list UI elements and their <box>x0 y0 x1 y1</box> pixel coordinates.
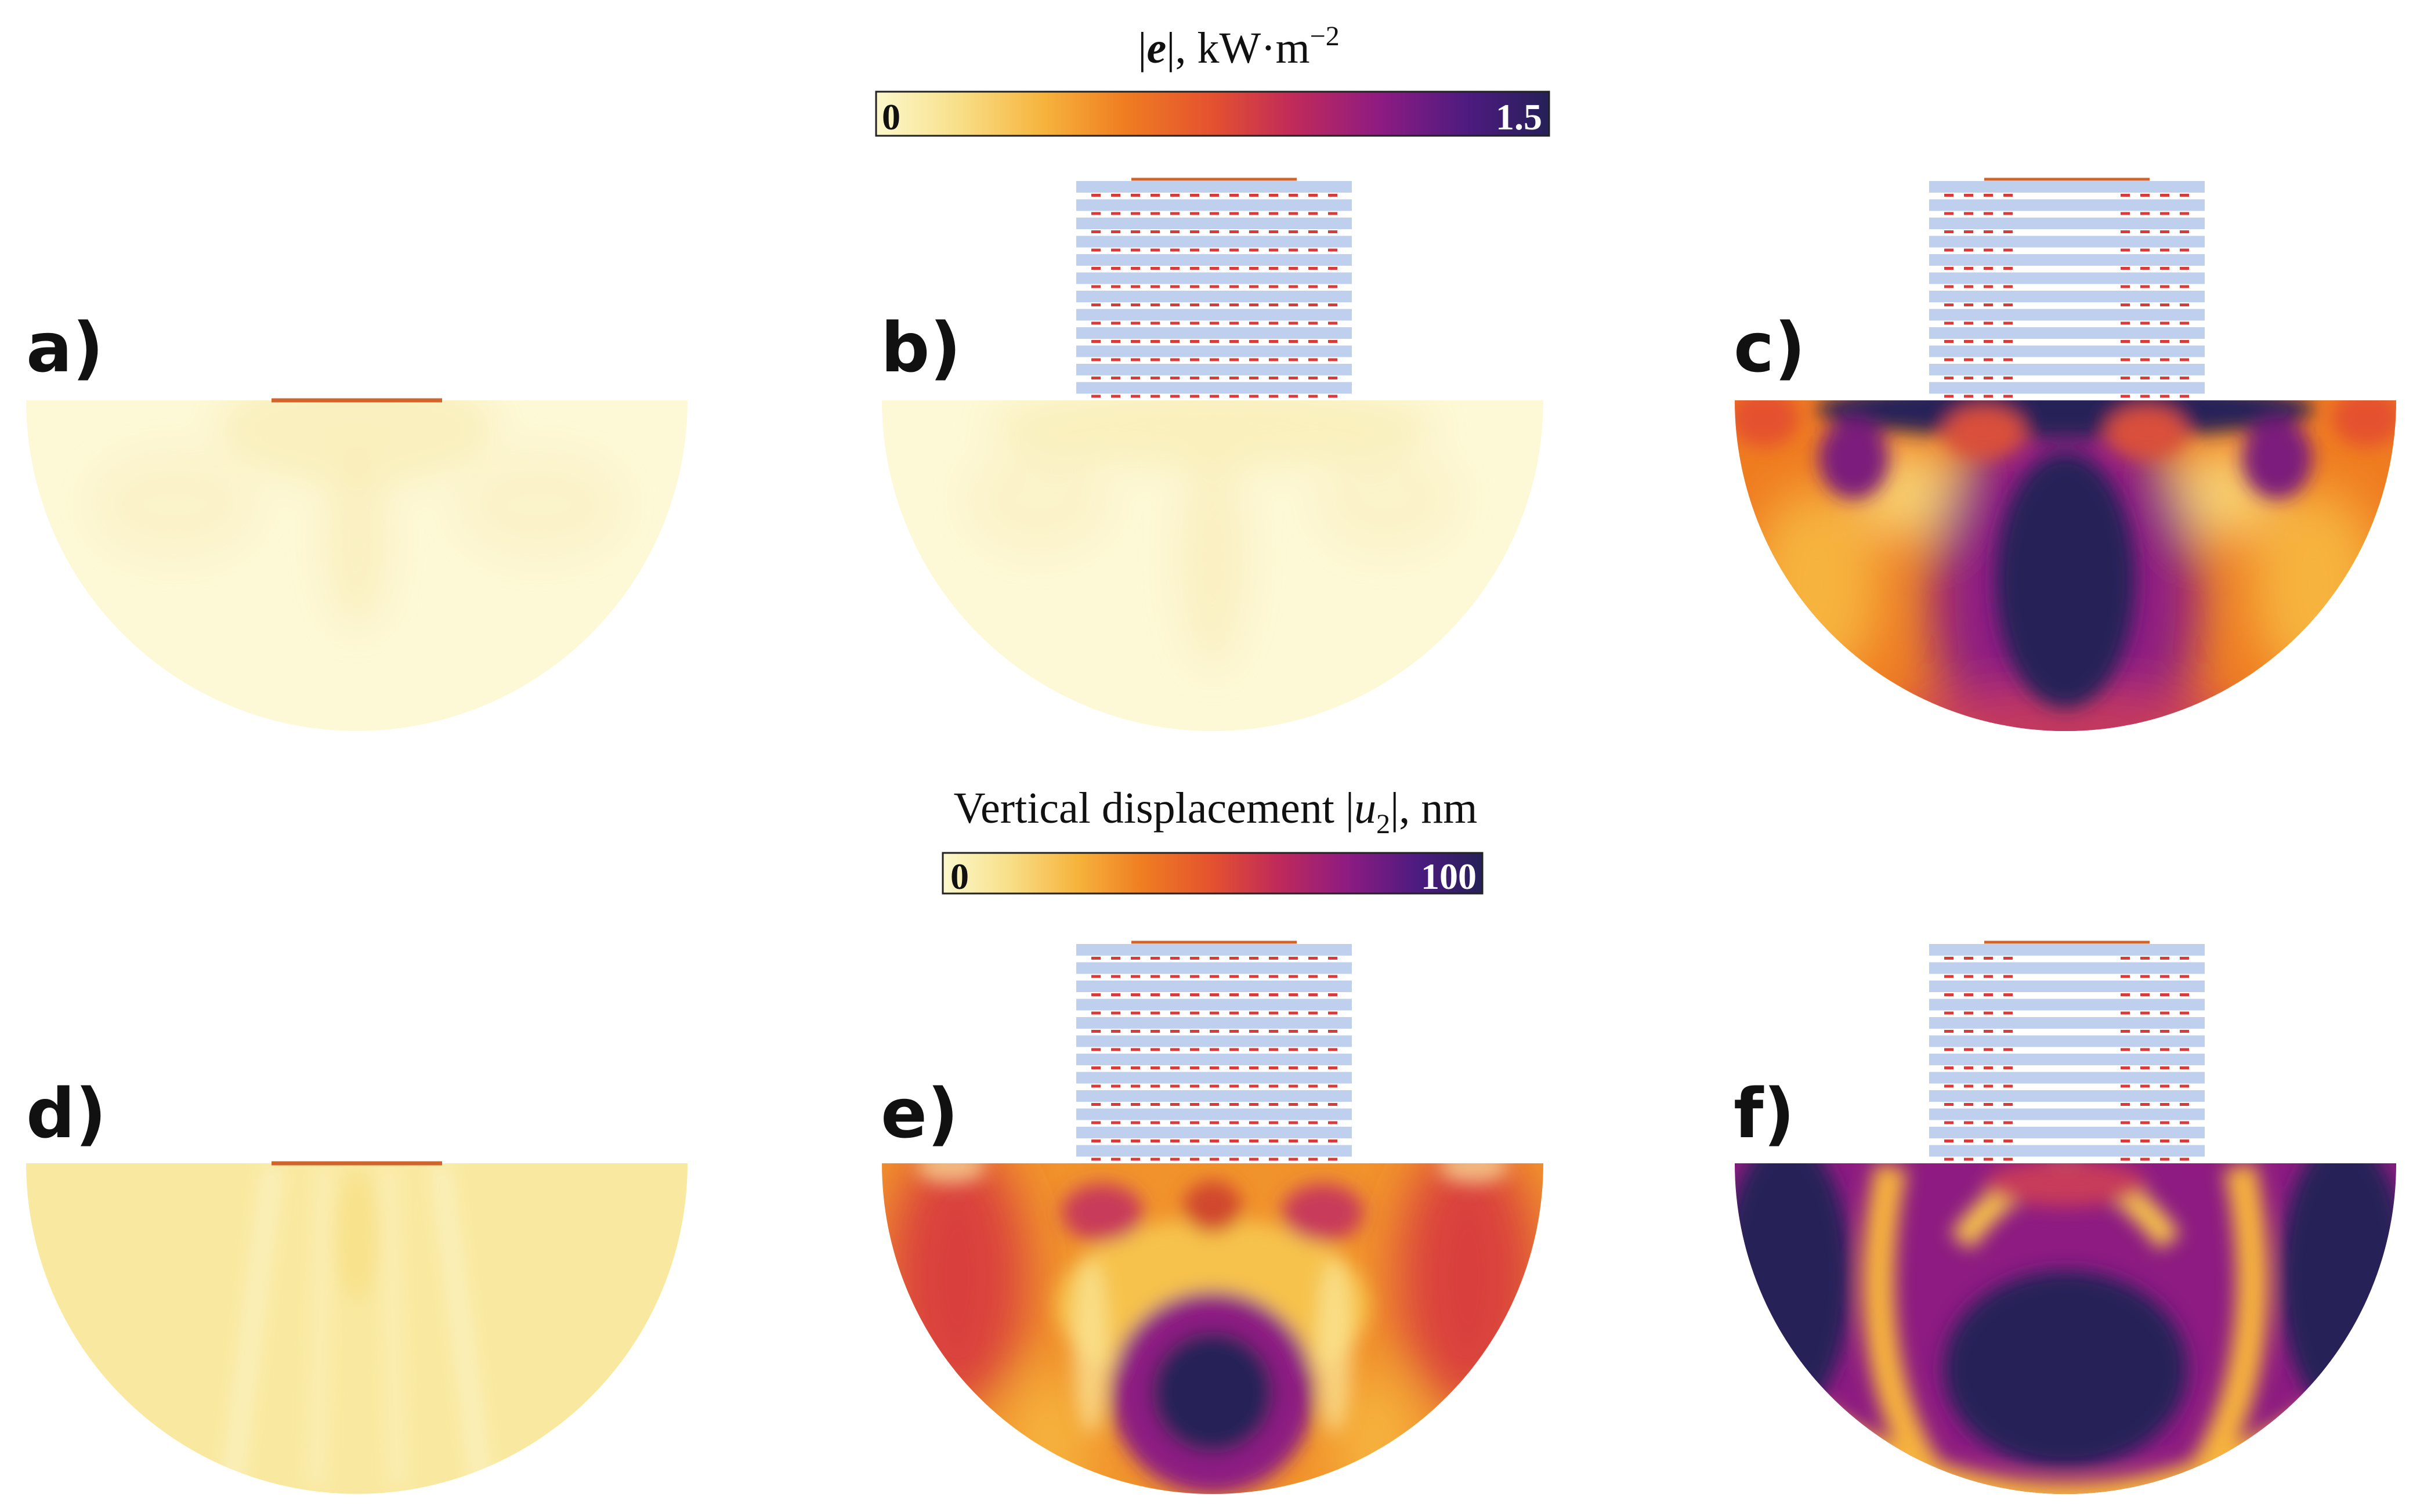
panel-a: a) <box>26 308 688 731</box>
colorbar-gradient-electric-field <box>875 91 1550 137</box>
colorbar-min-label: 0 <box>882 96 900 138</box>
panel-label-e: e) <box>881 1073 958 1153</box>
phononic-stack-split <box>1929 942 2205 1163</box>
colorbar-max-label: 1.5 <box>1496 96 1542 138</box>
panel-label-b: b) <box>881 308 961 388</box>
field-map-a <box>26 400 688 731</box>
colorbar-displacement: Vertical displacement |u2|, nm 0 100 <box>942 784 1484 897</box>
panel-f: f) <box>1734 942 2396 1494</box>
panel-label-a: a) <box>26 308 104 388</box>
colorbar-gradient-displacement <box>942 852 1484 895</box>
field-map-b <box>882 400 1543 731</box>
phononic-stack-split <box>1929 179 2205 400</box>
panel-e: e) <box>881 942 1543 1494</box>
field-map-f <box>1735 1163 2396 1494</box>
colorbar-min-label: 0 <box>950 856 969 897</box>
colorbar-max-label: 100 <box>1421 856 1477 897</box>
panel-c: c) <box>1734 179 2396 731</box>
panel-label-d: d) <box>26 1073 106 1153</box>
panel-label-c: c) <box>1734 308 1806 388</box>
colorbar-title-displacement: Vertical displacement |u2|, nm <box>954 784 1478 840</box>
colorbar-title-electric-field: |e|, kW·m−2 <box>1138 21 1339 73</box>
field-map-d <box>26 1163 688 1494</box>
field-map-e <box>882 1163 1543 1494</box>
phononic-stack <box>1076 942 1352 1163</box>
phononic-stack <box>1076 179 1352 400</box>
panel-d: d) <box>26 1073 688 1494</box>
panel-label-f: f) <box>1734 1073 1795 1153</box>
panel-b: b) <box>881 179 1543 731</box>
colorbar-electric-field: |e|, kW·m−2 0 1.5 <box>875 21 1550 138</box>
field-map-c <box>1735 400 2396 731</box>
